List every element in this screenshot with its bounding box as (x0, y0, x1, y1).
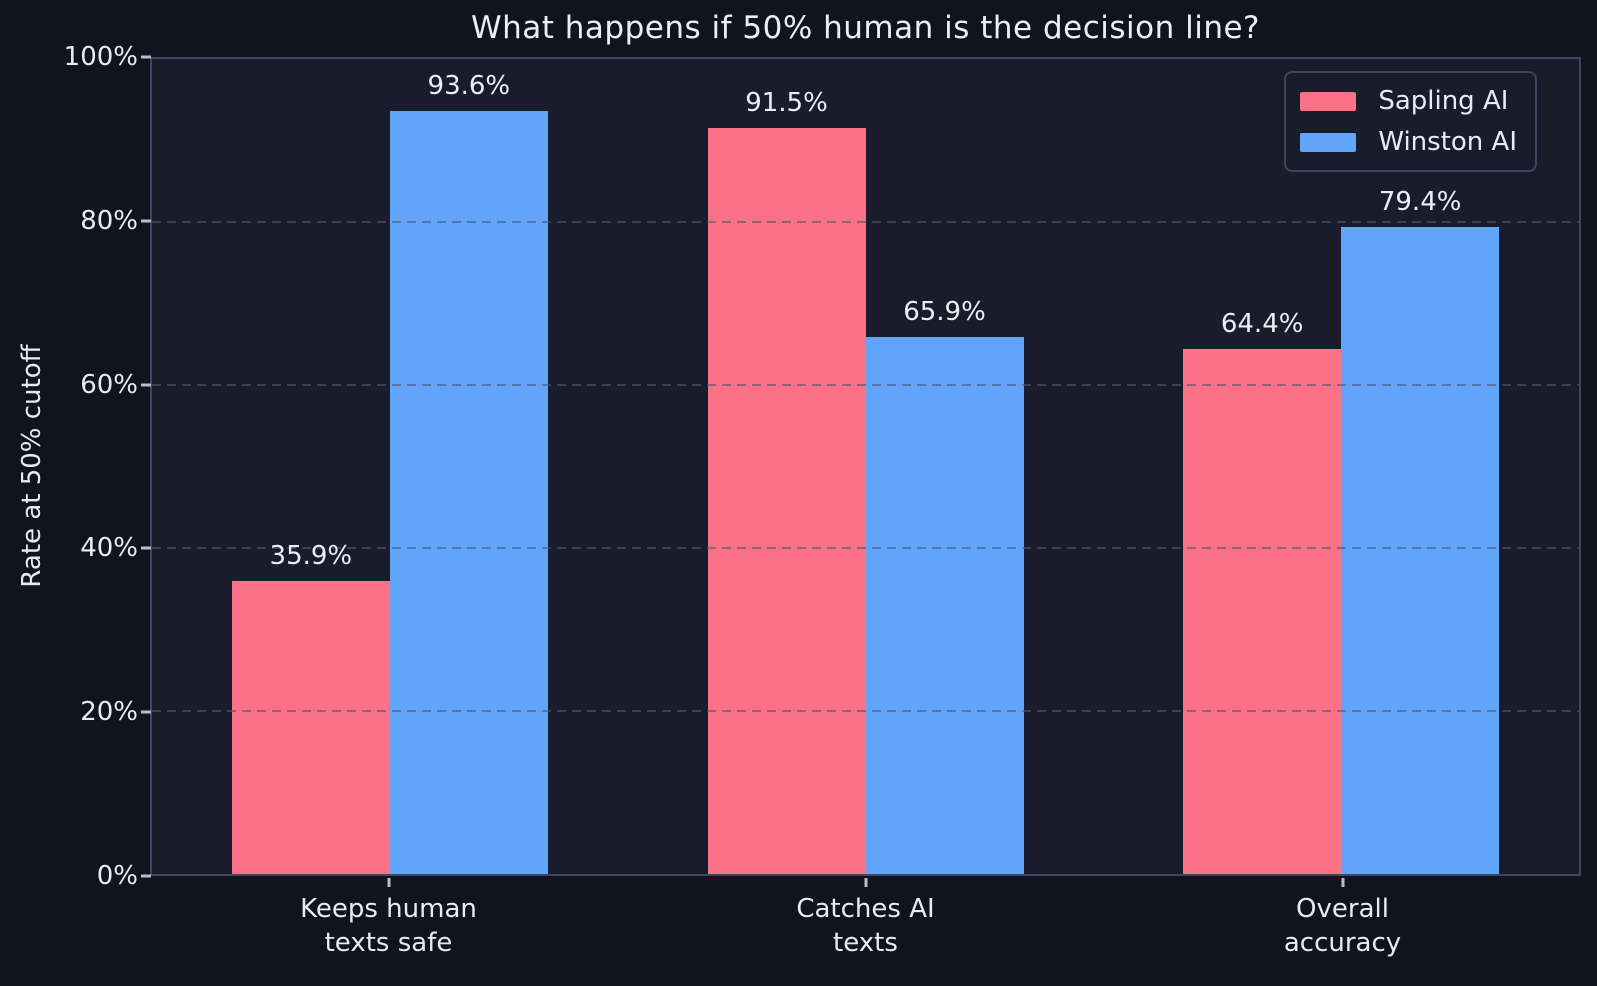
value-label: 65.9% (903, 296, 986, 327)
legend-row-winston: Winston AI (1300, 127, 1517, 157)
sapling-swatch-icon (1300, 91, 1357, 111)
x-tick-mark (864, 878, 867, 887)
y-tick-label: 20% (80, 697, 138, 728)
winston-swatch-icon (1300, 132, 1357, 152)
y-tick-mark (141, 710, 151, 714)
bar-sapling-ai (1183, 349, 1342, 874)
bar-winston-ai (865, 336, 1024, 874)
y-tick-label: 0% (96, 861, 138, 891)
x-tick-label: Catches AI texts (796, 894, 935, 959)
y-axis-ticks: 0% 20% 40% 60% 80% 100% (0, 42, 151, 891)
x-tick-mark (1341, 878, 1344, 887)
plot-area: 35.9% 93.6% 91.5% 65.9% 64.4% 79.4% Sapling A… (150, 57, 1581, 876)
y-tick-mark (141, 219, 151, 223)
value-label: 35.9% (269, 541, 353, 572)
y-tick-mark (141, 546, 151, 550)
y-tick-label: 60% (80, 369, 138, 400)
legend: Sapling AI Winston AI (1284, 71, 1537, 172)
value-label: 79.4% (1378, 186, 1462, 217)
bar-sapling-ai (231, 581, 390, 874)
value-label: 91.5% (745, 88, 828, 119)
bars-layer (152, 59, 1579, 874)
legend-label-sapling: Sapling AI (1378, 86, 1509, 116)
value-labels-layer: 35.9% 93.6% 91.5% 65.9% 64.4% 79.4% (152, 59, 1579, 874)
y-tick-mark (141, 55, 151, 59)
value-label: 64.4% (1220, 309, 1304, 340)
legend-row-sapling: Sapling AI (1300, 86, 1517, 116)
bar-group (707, 59, 1024, 874)
y-tick-label: 80% (80, 205, 138, 236)
bar-winston-ai (1341, 226, 1500, 874)
x-tick-mark (387, 878, 390, 887)
x-tick-label: Keeps human texts safe (300, 894, 477, 959)
x-tick-label: Overall accuracy (1283, 894, 1402, 959)
bar-group (231, 59, 548, 874)
bar-winston-ai (389, 111, 548, 874)
legend-label-winston: Winston AI (1378, 127, 1517, 157)
value-label: 93.6% (427, 71, 511, 102)
y-tick-mark (141, 383, 151, 387)
x-axis-ticks: Keeps human texts safe Catches AI texts Ov… (150, 876, 1581, 986)
y-tick-mark (141, 874, 151, 878)
y-tick-label: 100% (63, 42, 138, 72)
y-tick-label: 40% (80, 533, 138, 564)
bar-group (1183, 59, 1500, 874)
chart-title: What happens if 50% human is the decisio… (470, 10, 1261, 46)
bar-sapling-ai (707, 128, 866, 874)
